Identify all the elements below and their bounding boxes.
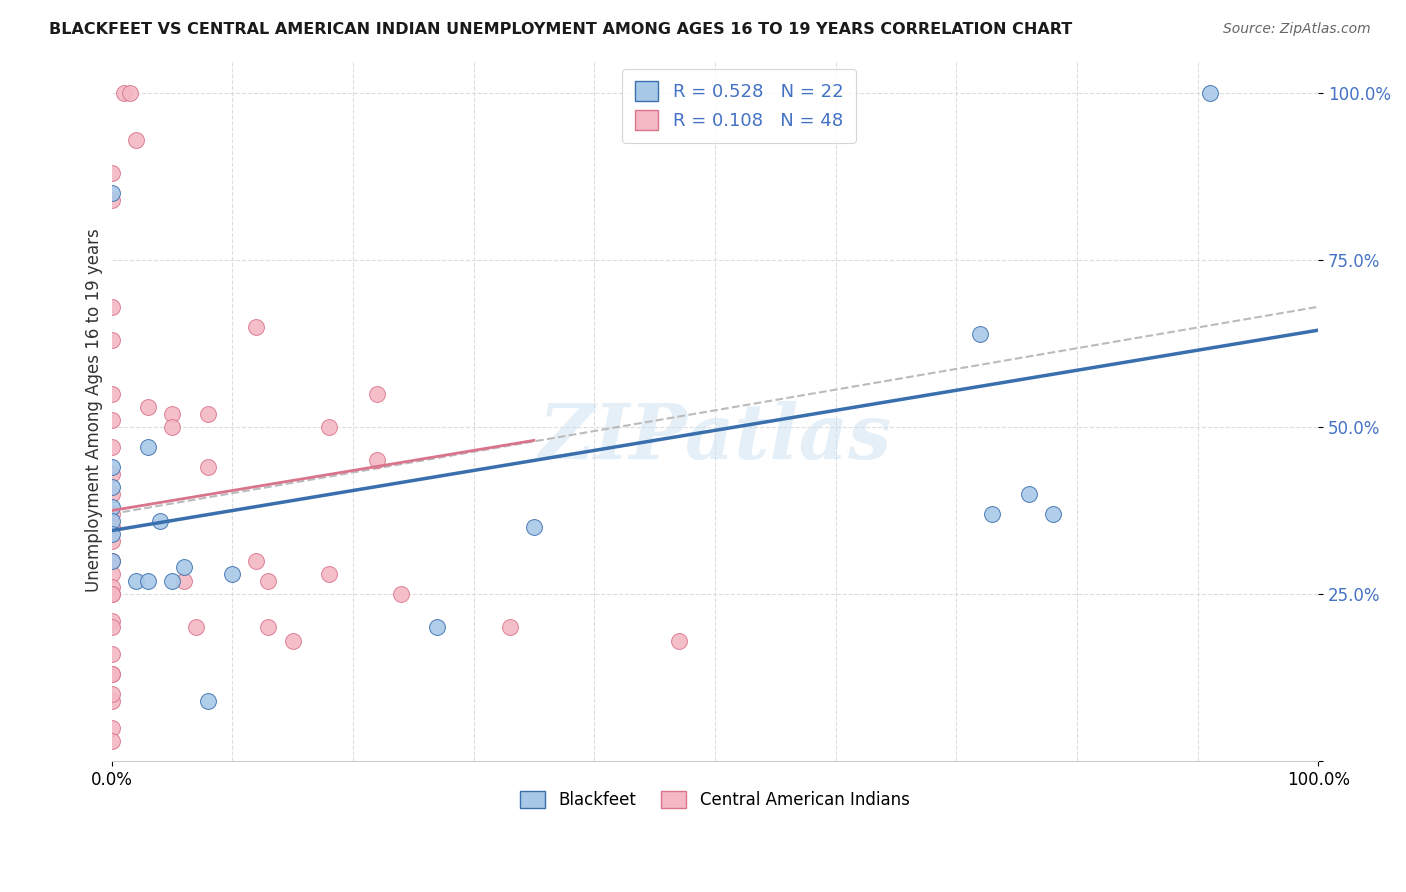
Point xyxy=(100,460,122,475)
Point xyxy=(197,694,219,708)
Point xyxy=(100,440,122,454)
Point xyxy=(100,554,122,568)
Point xyxy=(281,633,304,648)
Point xyxy=(389,587,412,601)
Point xyxy=(136,440,159,454)
Point xyxy=(221,567,243,582)
Point xyxy=(100,166,122,180)
Point xyxy=(499,620,522,634)
Y-axis label: Unemployment Among Ages 16 to 19 years: Unemployment Among Ages 16 to 19 years xyxy=(86,228,103,592)
Point xyxy=(981,507,1004,521)
Point xyxy=(523,520,546,534)
Point xyxy=(1198,86,1220,100)
Point xyxy=(118,86,141,100)
Point xyxy=(100,580,122,594)
Text: BLACKFEET VS CENTRAL AMERICAN INDIAN UNEMPLOYMENT AMONG AGES 16 TO 19 YEARS CORR: BLACKFEET VS CENTRAL AMERICAN INDIAN UNE… xyxy=(49,22,1073,37)
Point xyxy=(245,319,267,334)
Point xyxy=(160,420,183,434)
Point xyxy=(160,407,183,421)
Point xyxy=(100,734,122,748)
Point xyxy=(173,574,195,588)
Point xyxy=(100,554,122,568)
Point xyxy=(100,614,122,628)
Point xyxy=(1042,507,1064,521)
Point xyxy=(100,480,122,494)
Point xyxy=(245,554,267,568)
Point xyxy=(100,333,122,347)
Point xyxy=(100,507,122,521)
Point xyxy=(100,587,122,601)
Point xyxy=(100,500,122,515)
Point xyxy=(197,407,219,421)
Point xyxy=(100,386,122,401)
Point xyxy=(100,721,122,735)
Point xyxy=(100,647,122,661)
Point xyxy=(149,514,172,528)
Text: Source: ZipAtlas.com: Source: ZipAtlas.com xyxy=(1223,22,1371,37)
Point xyxy=(100,487,122,501)
Point xyxy=(100,667,122,681)
Point xyxy=(100,694,122,708)
Point xyxy=(100,467,122,481)
Point xyxy=(173,560,195,574)
Point xyxy=(100,533,122,548)
Point xyxy=(100,667,122,681)
Point xyxy=(100,587,122,601)
Point xyxy=(257,620,280,634)
Point xyxy=(668,633,690,648)
Point xyxy=(184,620,207,634)
Point xyxy=(197,460,219,475)
Point xyxy=(318,567,340,582)
Point xyxy=(136,400,159,414)
Point xyxy=(257,574,280,588)
Legend: Blackfeet, Central American Indians: Blackfeet, Central American Indians xyxy=(513,784,917,816)
Point xyxy=(112,86,135,100)
Text: ZIPatlas: ZIPatlas xyxy=(538,401,891,475)
Point xyxy=(366,453,388,467)
Point xyxy=(100,514,122,528)
Point xyxy=(366,386,388,401)
Point xyxy=(100,413,122,427)
Point xyxy=(100,520,122,534)
Point xyxy=(100,300,122,314)
Point xyxy=(426,620,449,634)
Point xyxy=(1018,487,1040,501)
Point xyxy=(100,567,122,582)
Point xyxy=(969,326,991,341)
Point xyxy=(100,527,122,541)
Point xyxy=(100,193,122,207)
Point xyxy=(160,574,183,588)
Point xyxy=(100,186,122,201)
Point xyxy=(125,574,148,588)
Point xyxy=(125,133,148,147)
Point xyxy=(100,687,122,701)
Point xyxy=(318,420,340,434)
Point xyxy=(100,620,122,634)
Point xyxy=(136,574,159,588)
